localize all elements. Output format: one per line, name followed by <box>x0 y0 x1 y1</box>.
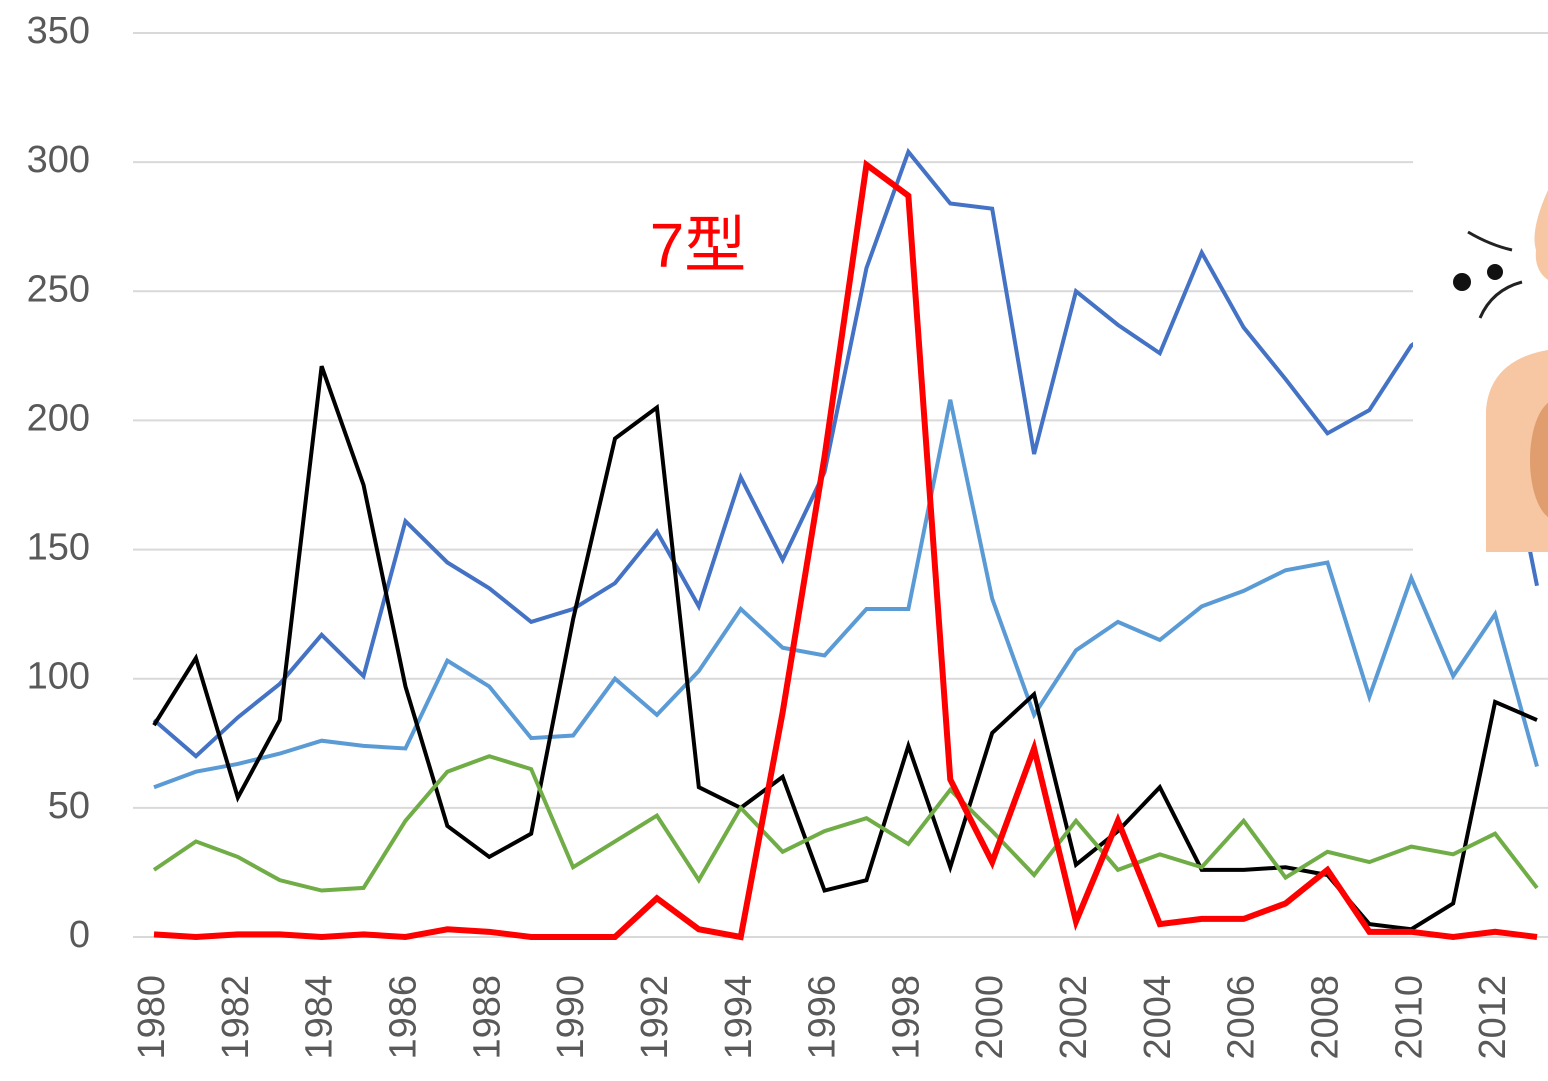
x-tick-label: 2008 <box>1304 975 1346 1060</box>
series-line <box>154 165 1537 937</box>
illustration-germ <box>1487 264 1503 280</box>
x-tick-label: 1984 <box>299 975 341 1060</box>
x-tick-label: 2006 <box>1221 975 1263 1060</box>
illustration <box>1413 150 1548 552</box>
x-tick-label: 1994 <box>718 975 760 1060</box>
illustration-germ <box>1453 273 1471 291</box>
plot-area: 0 50 100 150 200 250 300 350 1980 1982 1984 1986 198… <box>27 10 1548 1060</box>
series-line <box>154 152 1537 756</box>
x-tick-label: 1990 <box>550 975 592 1060</box>
x-tick-label: 1996 <box>802 975 844 1060</box>
y-tick-label: 150 <box>27 527 90 569</box>
x-tick-label: 1986 <box>382 975 424 1060</box>
x-tick-label: 1992 <box>634 975 676 1060</box>
annotation: 7型 <box>650 211 746 280</box>
x-tick-label: 2010 <box>1388 975 1430 1060</box>
y-tick-label: 250 <box>27 268 90 310</box>
series-line <box>154 366 1537 929</box>
x-tick-label: 1980 <box>131 975 173 1060</box>
chart: 0 50 100 150 200 250 300 350 1980 1982 1984 1986 198… <box>0 0 1548 1081</box>
x-tick-label: 2004 <box>1137 975 1179 1060</box>
x-tick-label: 2012 <box>1472 975 1514 1060</box>
x-tick-label: 1988 <box>466 975 508 1060</box>
y-tick-label: 100 <box>27 656 90 698</box>
y-tick-label: 300 <box>27 139 90 181</box>
x-tick-label: 1998 <box>885 975 927 1060</box>
y-tick-label: 350 <box>27 10 90 52</box>
x-tick-label: 1982 <box>215 975 257 1060</box>
y-tick-label: 50 <box>48 785 90 827</box>
x-tick-label: 2002 <box>1053 975 1095 1060</box>
y-tick-label: 200 <box>27 397 90 439</box>
y-tick-label: 0 <box>69 914 90 956</box>
series-line <box>154 400 1537 787</box>
x-tick-label: 2000 <box>969 975 1011 1060</box>
